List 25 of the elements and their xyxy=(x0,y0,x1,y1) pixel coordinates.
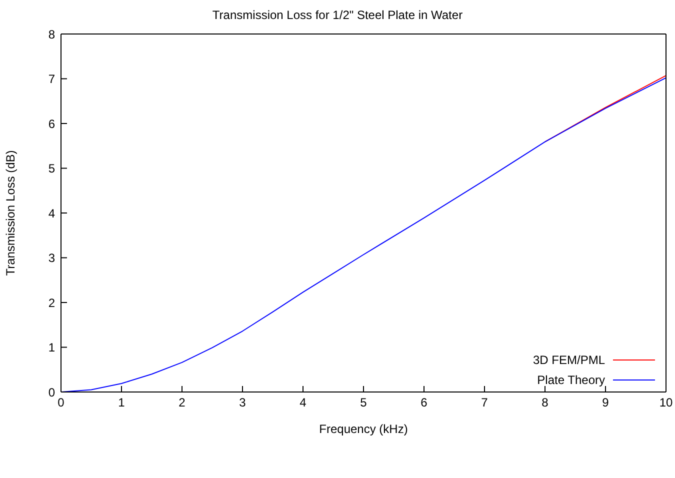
y-tick-label: 4 xyxy=(48,206,56,220)
x-tick-label: 5 xyxy=(360,396,368,410)
x-axis-title: Frequency (kHz) xyxy=(319,422,408,436)
x-tick-label: 1 xyxy=(118,396,126,410)
y-tick-label: 1 xyxy=(48,340,56,355)
x-tick-label: 2 xyxy=(178,396,186,410)
x-tick-label: 4 xyxy=(300,396,307,410)
y-tick-label: 8 xyxy=(48,27,56,42)
x-tick-label: 10 xyxy=(659,396,673,410)
x-tick-label: 7 xyxy=(481,396,488,410)
y-tick-label: 6 xyxy=(48,116,56,131)
y-tick-label: 2 xyxy=(48,296,56,310)
x-tick-label: 3 xyxy=(239,396,246,410)
x-tick-label: 6 xyxy=(420,396,428,410)
chart-title: Transmission Loss for 1/2" Steel Plate in Water xyxy=(211,8,464,22)
y-axis-title: Transmission Loss (dB) xyxy=(3,150,18,276)
x-tick-label: 9 xyxy=(602,396,610,410)
y-tick-label: 7 xyxy=(48,72,56,86)
y-tick-label: 5 xyxy=(48,162,56,176)
y-tick-label: 3 xyxy=(48,251,56,266)
y-tick-label: 0 xyxy=(48,385,56,400)
legend-label: 3D FEM/PML xyxy=(532,353,605,367)
legend-label: Plate Theory xyxy=(537,373,605,387)
x-tick-label: 8 xyxy=(542,396,549,410)
x-tick-label: 0 xyxy=(58,396,65,410)
